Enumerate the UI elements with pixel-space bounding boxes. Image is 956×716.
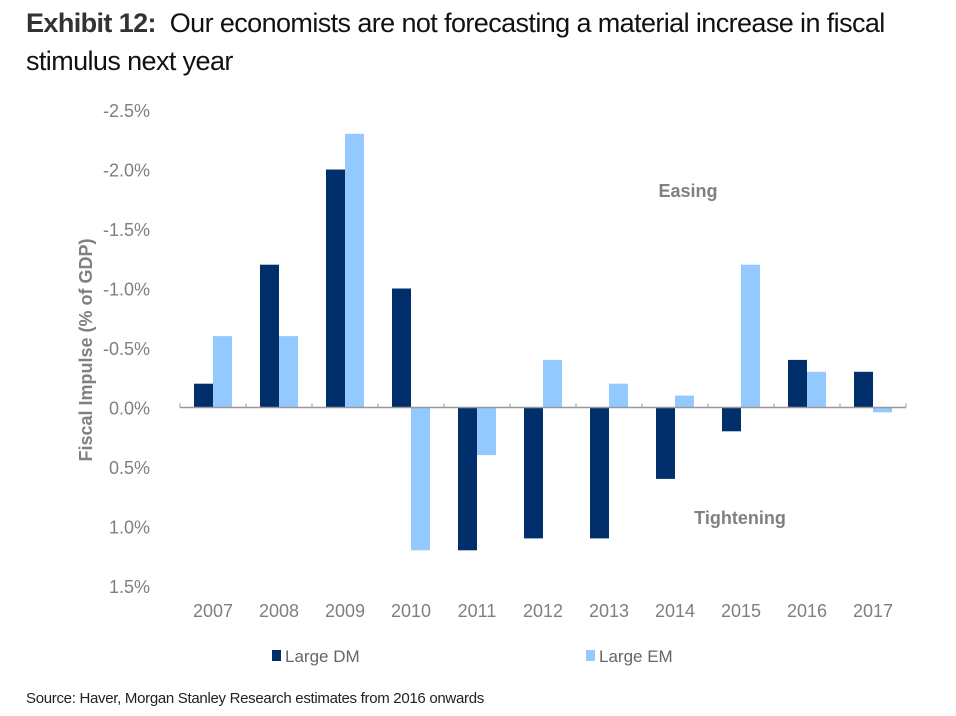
bar-large-dm-2012 (524, 407, 543, 539)
bar-large-dm-2011 (458, 407, 477, 551)
bar-large-em-2012 (543, 359, 562, 408)
bar-large-dm-2010 (392, 288, 411, 408)
x-tick-label: 2011 (458, 601, 497, 621)
x-tick-label: 2013 (589, 601, 629, 621)
bar-large-em-2007 (213, 336, 232, 408)
source-note: Source: Haver, Morgan Stanley Research e… (26, 690, 484, 707)
y-tick-label: 0.0% (109, 399, 150, 419)
bar-large-dm-2007 (194, 383, 213, 408)
bar-large-dm-2014 (656, 407, 675, 479)
y-tick-label: -2.0% (103, 161, 150, 181)
x-tick-label: 2010 (391, 601, 431, 621)
y-tick-label: 1.0% (109, 518, 150, 538)
x-tick-label: 2008 (259, 601, 299, 621)
bar-large-dm-2013 (590, 407, 609, 539)
bar-large-dm-2016 (788, 359, 807, 408)
title-text: Our economists are not forecasting a mat… (26, 8, 885, 76)
y-tick-label: -1.0% (103, 280, 150, 300)
chart-title: Exhibit 12: Our economists are not forec… (26, 4, 946, 80)
legend-label: Large EM (599, 647, 673, 666)
bar-large-em-2017 (873, 407, 892, 413)
x-tick-label: 2015 (721, 601, 761, 621)
bar-large-em-2015 (741, 264, 760, 408)
bar-large-dm-2017 (854, 371, 873, 408)
legend-swatch (272, 650, 281, 661)
legend-label: Large DM (285, 647, 360, 666)
bar-large-em-2011 (477, 407, 496, 456)
x-tick-label: 2012 (523, 601, 563, 621)
bar-large-em-2010 (411, 407, 430, 551)
y-tick-label: -1.5% (103, 220, 150, 240)
annotation-easing: Easing (658, 181, 717, 201)
bar-large-em-2008 (279, 336, 298, 408)
x-tick-label: 2016 (787, 601, 827, 621)
y-tick-label: -0.5% (103, 339, 150, 359)
bar-large-em-2013 (609, 383, 628, 408)
y-tick-label: 1.5% (109, 577, 150, 597)
y-tick-label: -2.5% (103, 101, 150, 121)
bar-large-em-2016 (807, 371, 826, 408)
y-axis-label: Fiscal Impulse (% of GDP) (76, 238, 96, 461)
bar-large-em-2014 (675, 395, 694, 408)
x-tick-label: 2009 (325, 601, 365, 621)
x-tick-label: 2007 (193, 601, 233, 621)
bar-large-em-2009 (345, 133, 364, 408)
legend-swatch (586, 650, 595, 661)
exhibit-label: Exhibit 12: (26, 8, 157, 38)
bar-large-dm-2009 (326, 169, 345, 408)
annotation-tightening: Tightening (694, 508, 786, 528)
bar-large-dm-2015 (722, 407, 741, 432)
x-tick-label: 2014 (655, 601, 695, 621)
x-tick-label: 2017 (853, 601, 893, 621)
bar-large-dm-2008 (260, 264, 279, 408)
y-tick-label: 0.5% (109, 458, 150, 478)
